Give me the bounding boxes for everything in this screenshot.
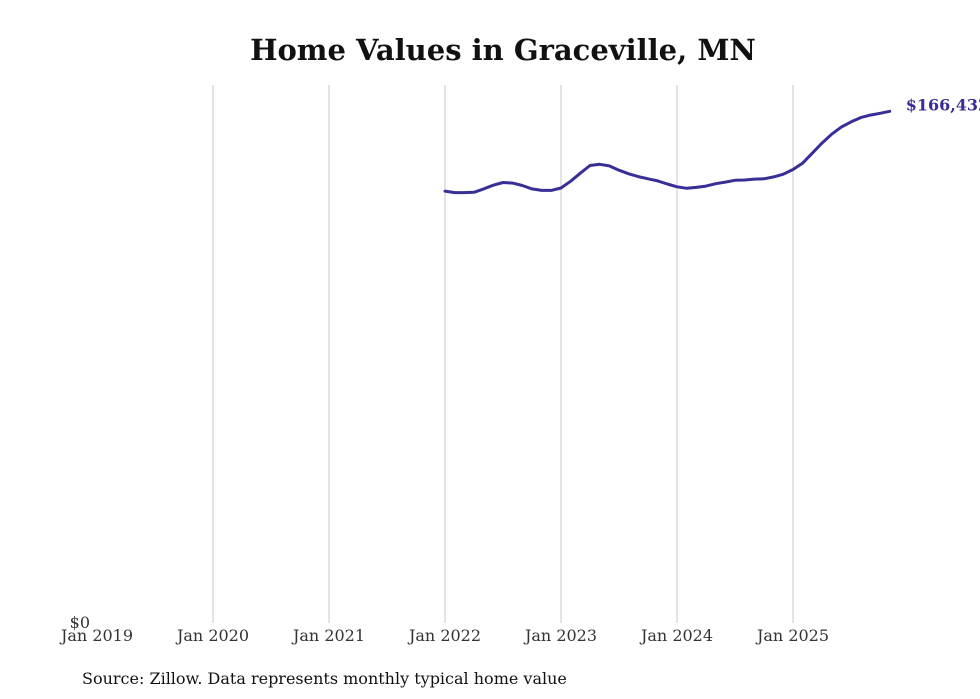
y-tick-label: $0 <box>70 613 90 632</box>
y-axis-ticks: $0 <box>70 613 90 632</box>
source-note: Source: Zillow. Data represents monthly … <box>82 669 567 688</box>
x-tick-label: Jan 2024 <box>639 626 713 645</box>
chart-title: Home Values in Graceville, MN <box>250 33 756 67</box>
x-tick-label: Jan 2019 <box>59 626 133 645</box>
series-line <box>443 109 892 195</box>
x-tick-label: Jan 2025 <box>755 626 829 645</box>
x-tick-label: Jan 2021 <box>291 626 365 645</box>
x-axis-ticks: Jan 2019 Jan 2020 Jan 2021 Jan 2022 Jan 2023… <box>59 626 829 645</box>
series-layer <box>443 109 892 195</box>
x-tick-label: Jan 2023 <box>523 626 597 645</box>
end-value-label: $166,432 <box>906 95 980 114</box>
x-tick-label: Jan 2022 <box>407 626 481 645</box>
vertical-gridlines <box>212 85 794 623</box>
x-tick-label: Jan 2020 <box>175 626 249 645</box>
